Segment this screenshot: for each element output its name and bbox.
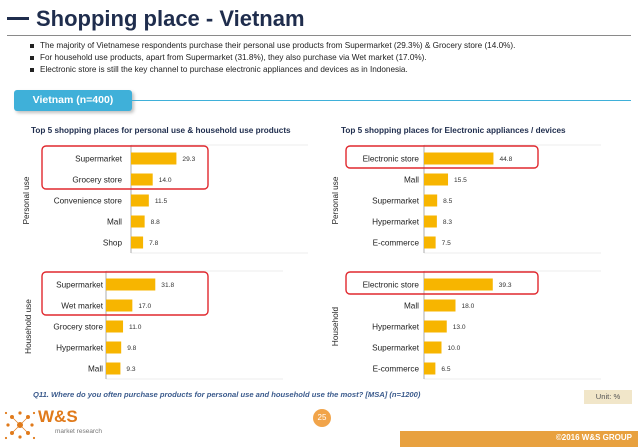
bar	[424, 236, 436, 249]
page-number: 25	[313, 409, 331, 427]
bar	[106, 362, 121, 375]
highlight-box	[41, 145, 209, 190]
category-label: Supermarket	[372, 344, 420, 353]
bar	[424, 362, 436, 375]
page-title: Shopping place - Vietnam	[36, 6, 305, 31]
category-label: Hypermarket	[372, 218, 420, 227]
bar	[424, 320, 447, 333]
category-label: Convenience store	[54, 197, 123, 206]
bar	[424, 278, 493, 291]
group-label: Personal use	[22, 176, 31, 224]
data-label: 44.8	[499, 156, 512, 163]
data-label: 6.5	[441, 366, 450, 373]
data-label: 15.5	[454, 177, 467, 184]
data-label: 8.3	[443, 219, 452, 226]
data-label: 18.0	[462, 303, 475, 310]
bar	[424, 341, 442, 354]
category-label: Electronic store	[363, 155, 420, 164]
category-label: E-commerce	[373, 239, 420, 248]
data-label: 10.0	[448, 345, 461, 352]
category-label: E-commerce	[373, 365, 420, 374]
data-label: 14.0	[159, 177, 172, 184]
data-label: 11.5	[155, 198, 168, 205]
data-label: 9.3	[126, 366, 135, 373]
highlight-box	[345, 271, 539, 295]
data-label: 7.5	[442, 240, 451, 247]
left-panel-title: Top 5 shopping places for personal use &…	[31, 126, 291, 135]
category-label: Grocery store	[72, 176, 122, 185]
bar	[106, 341, 122, 354]
data-label: 8.5	[443, 198, 452, 205]
bar	[131, 236, 144, 249]
category-label: Grocery store	[53, 323, 103, 332]
group-label: Personal use	[331, 176, 340, 224]
category-label: Wet market	[61, 302, 103, 311]
data-label: 7.8	[149, 240, 158, 247]
bar	[424, 173, 449, 186]
brand-subtitle: market research	[55, 428, 102, 435]
summary-bullets: The majority of Vietnamese respondents p…	[30, 40, 630, 77]
data-label: 29.3	[182, 156, 195, 163]
bar	[131, 215, 145, 228]
bullet-item: The majority of Vietnamese respondents p…	[30, 40, 630, 52]
data-label: 13.0	[453, 324, 466, 331]
category-label: Mall	[404, 302, 419, 311]
bar	[424, 299, 456, 312]
copyright-bar	[400, 431, 638, 447]
category-label: Shop	[103, 239, 123, 248]
group-label: Household	[331, 306, 340, 346]
category-label: Supermarket	[372, 197, 420, 206]
bar	[424, 215, 437, 228]
bar	[131, 194, 149, 207]
brand-logo-icon	[4, 411, 36, 440]
category-label: Supermarket	[56, 281, 104, 290]
category-label: Mall	[88, 365, 103, 374]
question-footnote: Q11. Where do you often purchase product…	[33, 390, 421, 399]
data-label: 31.8	[161, 282, 174, 289]
data-label: 11.0	[129, 324, 142, 331]
title-accent-bar	[7, 17, 29, 20]
right-panel-title: Top 5 shopping places for Electronic app…	[341, 126, 566, 135]
bar	[131, 173, 153, 186]
bar	[106, 278, 156, 291]
category-label: Mall	[404, 176, 419, 185]
bullet-item: Electronic store is still the key channe…	[30, 64, 630, 76]
bar	[106, 320, 124, 333]
brand-name: W&S	[38, 407, 78, 426]
category-label: Electronic store	[363, 281, 420, 290]
data-label: 17.0	[138, 303, 151, 310]
badge-divider	[132, 100, 631, 101]
highlight-box	[345, 145, 539, 169]
bar	[424, 194, 438, 207]
bullet-item: For household use products, apart from S…	[30, 52, 630, 64]
category-label: Hypermarket	[56, 344, 104, 353]
category-label: Mall	[107, 218, 122, 227]
category-label: Supermarket	[75, 155, 123, 164]
bar	[424, 152, 494, 165]
data-label: 9.8	[127, 345, 136, 352]
data-label: 8.8	[151, 219, 160, 226]
bar	[106, 299, 133, 312]
group-label: Household use	[24, 299, 33, 354]
unit-label: Unit: %	[584, 390, 632, 404]
data-label: 39.3	[499, 282, 512, 289]
copyright-text: ©2016 W&S GROUP	[555, 433, 632, 442]
sample-badge: Vietnam (n=400)	[14, 90, 132, 111]
bar	[131, 152, 177, 165]
title-divider	[7, 35, 631, 36]
category-label: Hypermarket	[372, 323, 420, 332]
highlight-box	[41, 271, 209, 316]
